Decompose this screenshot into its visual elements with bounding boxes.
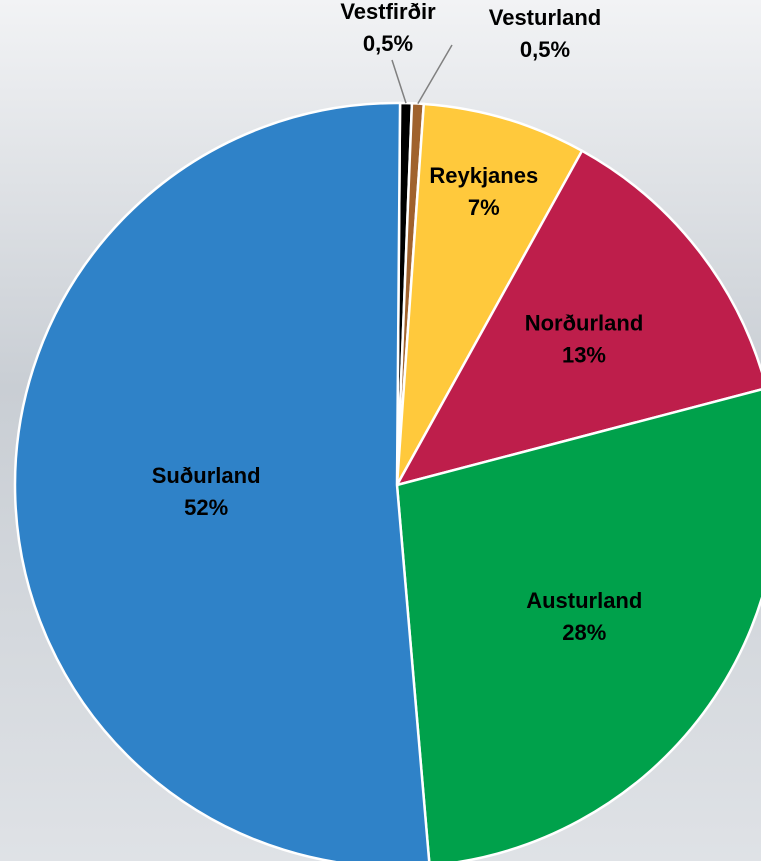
labels: Vestfirðir 0,5% Vesturland 0,5% Reykjanes 7% N…: [152, 0, 644, 645]
pie-slice: [395, 388, 761, 861]
slice-label: Suðurland: [152, 463, 261, 488]
slice-label: Vestfirðir: [340, 0, 436, 24]
pie-slice: [394, 149, 761, 487]
slice-label: Reykjanes: [429, 163, 538, 188]
value-label: 7%: [468, 195, 500, 220]
value-label: 28%: [562, 620, 606, 645]
slice-label: Norðurland: [525, 310, 644, 335]
value-label: 13%: [562, 342, 606, 367]
pie-slice: [395, 102, 584, 486]
slice-label: Austurland: [526, 588, 642, 613]
pie-slice: [13, 101, 431, 861]
leader-line: [391, 59, 407, 104]
value-label: 52%: [184, 495, 228, 520]
leader-line: [417, 44, 453, 104]
slice-label: Vesturland: [489, 5, 601, 30]
value-label: 0,5%: [520, 37, 570, 62]
value-label: 0,5%: [363, 31, 413, 56]
pie: [13, 101, 761, 861]
